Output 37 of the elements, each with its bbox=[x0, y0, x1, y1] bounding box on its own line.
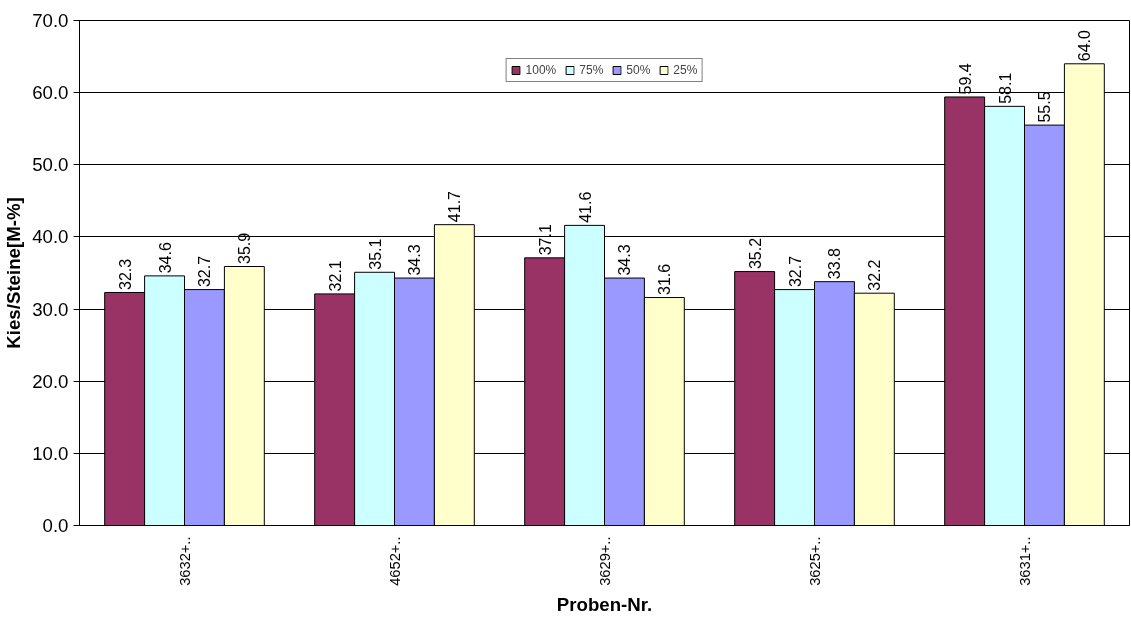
data-label: 32.2 bbox=[866, 259, 884, 291]
x-axis-title: Proben-Nr. bbox=[556, 593, 653, 615]
y-tick-label: 70.0 bbox=[32, 10, 69, 31]
data-label: 35.9 bbox=[236, 232, 254, 264]
x-tick-label: 4652+.. bbox=[386, 536, 403, 586]
x-tick-label: 3629+.. bbox=[596, 536, 613, 586]
data-label: 35.1 bbox=[366, 238, 384, 270]
data-label: 37.1 bbox=[536, 224, 554, 256]
data-label: 41.7 bbox=[446, 190, 464, 223]
y-tick-label: 10.0 bbox=[32, 442, 69, 464]
data-label: 34.6 bbox=[156, 242, 174, 274]
data-label: 33.8 bbox=[826, 247, 844, 280]
legend-label: 25% bbox=[673, 63, 698, 77]
y-axis-title: Kies/Steine[M-%] bbox=[3, 197, 25, 349]
legend-label: 100% bbox=[525, 63, 557, 77]
y-tick-label: 60.0 bbox=[32, 82, 69, 104]
data-label: 32.7 bbox=[196, 255, 214, 288]
data-label: 64.0 bbox=[1076, 30, 1094, 62]
y-tick-label: 0.0 bbox=[42, 515, 69, 536]
data-label: 32.7 bbox=[786, 255, 804, 288]
y-tick-label: 20.0 bbox=[32, 370, 69, 392]
legend-label: 50% bbox=[626, 63, 651, 77]
y-tick-label: 50.0 bbox=[32, 154, 69, 176]
data-label: 32.1 bbox=[326, 260, 344, 292]
data-label: 34.3 bbox=[406, 244, 424, 276]
data-label: 34.3 bbox=[616, 244, 634, 276]
y-tick-label: 40.0 bbox=[32, 226, 69, 248]
data-label: 41.6 bbox=[576, 191, 594, 223]
data-label: 35.2 bbox=[746, 237, 764, 270]
y-tick-label: 30.0 bbox=[32, 298, 69, 320]
data-label: 32.3 bbox=[116, 258, 134, 290]
x-tick-label: 3632+.. bbox=[176, 536, 193, 586]
data-label: 31.6 bbox=[656, 263, 674, 295]
data-label: 55.5 bbox=[1036, 91, 1054, 123]
x-tick-label: 3631+.. bbox=[1016, 536, 1033, 586]
x-tick-label: 3625+.. bbox=[806, 536, 823, 586]
legend-label: 75% bbox=[579, 63, 604, 77]
